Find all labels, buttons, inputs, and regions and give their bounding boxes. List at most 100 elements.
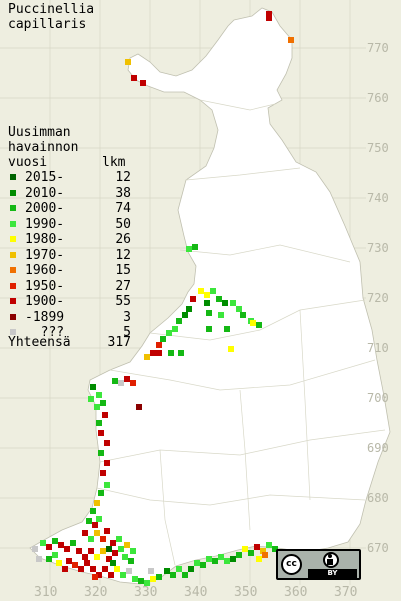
observation-square	[272, 546, 278, 552]
observation-square	[62, 566, 68, 572]
legend-total-label: Yhteensä	[8, 335, 71, 350]
legend-label: 1990-	[25, 216, 65, 232]
x-tick-label: 310	[34, 585, 58, 600]
legend-count: 74	[115, 201, 131, 216]
observation-square	[236, 306, 242, 312]
legend-count: 55	[115, 294, 131, 309]
legend-row: ??? 5	[8, 325, 131, 340]
legend-row: 1970- 12	[8, 248, 131, 263]
observation-square	[86, 518, 92, 524]
observation-square	[116, 536, 122, 542]
observation-square	[124, 542, 130, 548]
observation-square	[112, 378, 118, 384]
x-tick-label: 340	[184, 585, 208, 600]
legend-row: 2000- 74	[8, 201, 131, 216]
legend-row: 2015- 12	[8, 170, 131, 185]
observation-square	[150, 350, 156, 356]
observation-square	[228, 346, 234, 352]
legend-count: 27	[115, 278, 131, 294]
observation-square	[120, 572, 126, 578]
legend-row: 1960- 15	[8, 263, 131, 278]
legend-swatch	[10, 298, 16, 304]
observation-square	[98, 450, 104, 456]
observation-square	[266, 542, 272, 548]
observation-square	[96, 572, 102, 578]
observation-square	[256, 322, 262, 328]
observation-square	[192, 244, 198, 250]
y-tick-label: 750	[367, 141, 389, 155]
legend-swatch	[10, 282, 16, 289]
observation-square	[160, 336, 166, 342]
observation-square	[92, 522, 98, 528]
legend-count: 38	[115, 185, 131, 201]
observation-square	[82, 530, 88, 536]
observation-square	[124, 376, 130, 382]
observation-square	[182, 572, 188, 578]
observation-square	[266, 15, 272, 21]
observation-square	[46, 556, 52, 562]
observation-square	[114, 566, 120, 572]
observation-square	[52, 552, 58, 558]
observation-square	[186, 306, 192, 312]
observation-square	[110, 540, 116, 546]
legend-row: 1950- 27	[8, 279, 131, 294]
y-tick-label: 700	[367, 391, 389, 405]
observation-square	[222, 300, 228, 306]
legend-count-header: lkm	[102, 155, 126, 170]
legend-label: 2000-	[25, 201, 65, 216]
observation-square	[40, 540, 46, 546]
observation-square	[206, 556, 212, 562]
by-label: BY	[308, 569, 357, 578]
observation-square	[90, 384, 96, 390]
observation-square	[78, 566, 84, 572]
observation-square	[176, 318, 182, 324]
observation-square	[168, 350, 174, 356]
legend-count: 50	[115, 216, 131, 232]
observation-square	[102, 566, 108, 572]
observation-square	[118, 546, 124, 552]
x-tick-label: 350	[234, 585, 258, 600]
species-title: Puccinellia capillaris	[8, 2, 95, 32]
observation-square	[104, 482, 110, 488]
observation-square	[172, 326, 178, 332]
observation-square	[254, 544, 260, 550]
observation-square	[240, 312, 246, 318]
observation-square	[66, 558, 72, 564]
observation-square	[108, 572, 114, 578]
y-tick-label: 720	[367, 291, 389, 305]
observation-square	[230, 556, 236, 562]
observation-square	[218, 554, 224, 560]
observation-square	[125, 59, 131, 65]
x-tick-label: 320	[84, 585, 108, 600]
legend-label: 2010-	[25, 185, 65, 201]
observation-square	[230, 300, 236, 306]
observation-square	[260, 548, 266, 554]
legend-label: 1960-	[25, 263, 65, 278]
legend-heading-line: Uusimman	[8, 125, 71, 140]
observation-square	[94, 530, 100, 536]
observation-square	[84, 560, 90, 566]
observation-square	[98, 490, 104, 496]
observation-square	[100, 548, 106, 554]
observation-square	[250, 320, 256, 326]
observation-square	[224, 326, 230, 332]
legend-count: 12	[115, 170, 131, 185]
legend-label: -1899	[25, 309, 65, 325]
x-tick-label: 330	[134, 585, 158, 600]
observation-square	[90, 508, 96, 514]
observation-square	[178, 350, 184, 356]
cc-by-license-badge[interactable]: cc BY	[276, 549, 361, 580]
legend-count: 12	[115, 247, 131, 263]
observation-square	[136, 404, 142, 410]
observation-square	[138, 578, 144, 584]
legend-total-row: Yhteensä 317	[8, 335, 131, 350]
observation-square	[204, 300, 210, 306]
observation-square	[188, 566, 194, 572]
legend-swatch	[10, 329, 16, 335]
y-tick-label: 680	[367, 491, 389, 505]
legend-total-count: 317	[107, 335, 131, 350]
observation-square	[90, 566, 96, 572]
legend-swatch	[10, 236, 16, 242]
observation-square	[170, 572, 176, 578]
observation-square	[132, 576, 138, 582]
